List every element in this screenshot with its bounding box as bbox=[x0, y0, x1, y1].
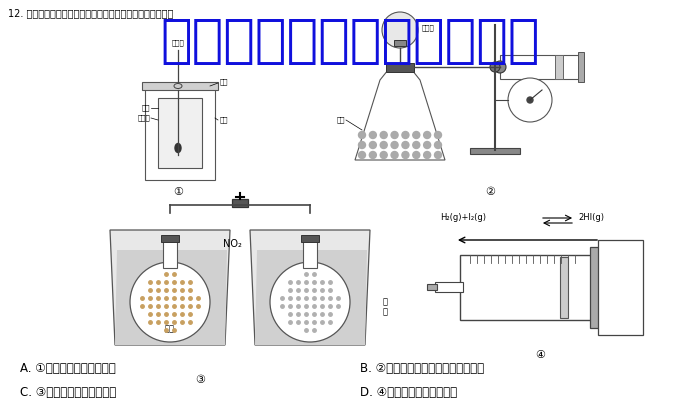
Bar bbox=[163, 238, 177, 268]
Circle shape bbox=[413, 141, 420, 149]
Polygon shape bbox=[250, 230, 370, 345]
Text: NO₂: NO₂ bbox=[223, 239, 241, 249]
Text: 12. 利用下列实验装置进行的实验不能达到相应实验目的的是: 12. 利用下列实验装置进行的实验不能达到相应实验目的的是 bbox=[8, 8, 174, 18]
Bar bbox=[301, 235, 319, 242]
Bar bbox=[145, 85, 215, 180]
Text: D. ④探究压强对平衡的影响: D. ④探究压强对平衡的影响 bbox=[360, 385, 457, 398]
Text: 热水: 热水 bbox=[165, 324, 175, 333]
Circle shape bbox=[358, 141, 365, 149]
Circle shape bbox=[391, 131, 398, 139]
Circle shape bbox=[370, 141, 377, 149]
Text: 外壳: 外壳 bbox=[220, 117, 228, 123]
Circle shape bbox=[370, 131, 377, 139]
Bar bbox=[232, 199, 248, 207]
Bar bbox=[427, 284, 437, 290]
Bar bbox=[158, 98, 202, 168]
Circle shape bbox=[435, 152, 442, 158]
Bar bbox=[470, 148, 520, 154]
Circle shape bbox=[435, 141, 442, 149]
Bar bbox=[142, 82, 218, 90]
Circle shape bbox=[391, 152, 398, 158]
Text: 微信公众号关注：趣找答案: 微信公众号关注：趣找答案 bbox=[160, 15, 540, 67]
Circle shape bbox=[435, 131, 442, 139]
Circle shape bbox=[358, 131, 365, 139]
Polygon shape bbox=[115, 250, 227, 345]
Circle shape bbox=[494, 61, 506, 73]
Bar bbox=[435, 282, 463, 292]
Text: 2HI(g): 2HI(g) bbox=[578, 213, 604, 223]
Circle shape bbox=[380, 131, 387, 139]
Circle shape bbox=[130, 262, 210, 342]
Text: ②: ② bbox=[485, 187, 495, 197]
Bar bbox=[161, 235, 179, 242]
Bar bbox=[386, 63, 414, 72]
Text: 稀硫酸: 稀硫酸 bbox=[422, 25, 435, 31]
Circle shape bbox=[424, 152, 430, 158]
Text: ③: ③ bbox=[195, 375, 205, 385]
Circle shape bbox=[391, 141, 398, 149]
Text: 锌粒: 锌粒 bbox=[337, 117, 345, 123]
Polygon shape bbox=[110, 230, 230, 345]
Text: 冰
水: 冰 水 bbox=[383, 297, 388, 317]
Text: 搅拌器: 搅拌器 bbox=[172, 40, 184, 46]
Text: 内筒: 内筒 bbox=[141, 105, 150, 112]
Text: A. ①测量中和反应的反应热: A. ①测量中和反应的反应热 bbox=[20, 362, 116, 375]
Ellipse shape bbox=[175, 143, 181, 152]
Bar bbox=[598, 240, 643, 335]
Circle shape bbox=[402, 152, 409, 158]
Ellipse shape bbox=[174, 84, 182, 88]
Circle shape bbox=[382, 12, 418, 48]
Bar bbox=[560, 257, 568, 318]
Circle shape bbox=[424, 131, 430, 139]
Bar bbox=[578, 52, 584, 82]
Circle shape bbox=[424, 141, 430, 149]
Bar bbox=[460, 255, 600, 320]
Circle shape bbox=[527, 97, 533, 103]
Text: B. ②测量锌与稀硫酸反应的反应速率: B. ②测量锌与稀硫酸反应的反应速率 bbox=[360, 362, 484, 375]
Text: ①: ① bbox=[173, 187, 183, 197]
Bar bbox=[555, 55, 563, 79]
Bar bbox=[590, 247, 600, 328]
Text: 隔热层: 隔热层 bbox=[137, 115, 150, 121]
Circle shape bbox=[380, 141, 387, 149]
Circle shape bbox=[270, 262, 350, 342]
Circle shape bbox=[380, 152, 387, 158]
Circle shape bbox=[413, 152, 420, 158]
Polygon shape bbox=[255, 250, 367, 345]
Circle shape bbox=[358, 152, 365, 158]
Bar bbox=[500, 55, 580, 79]
Text: C. ③探究温度对平衡的影响: C. ③探究温度对平衡的影响 bbox=[20, 385, 116, 398]
Circle shape bbox=[413, 131, 420, 139]
Circle shape bbox=[402, 131, 409, 139]
Text: ④: ④ bbox=[535, 350, 545, 360]
Circle shape bbox=[370, 152, 377, 158]
Bar bbox=[303, 238, 317, 268]
Circle shape bbox=[402, 141, 409, 149]
Polygon shape bbox=[355, 70, 445, 160]
Text: 杯盖: 杯盖 bbox=[220, 79, 228, 85]
Circle shape bbox=[508, 78, 552, 122]
Circle shape bbox=[490, 62, 500, 72]
Text: H₂(g)+I₂(g): H₂(g)+I₂(g) bbox=[440, 213, 486, 223]
Bar bbox=[394, 40, 406, 46]
